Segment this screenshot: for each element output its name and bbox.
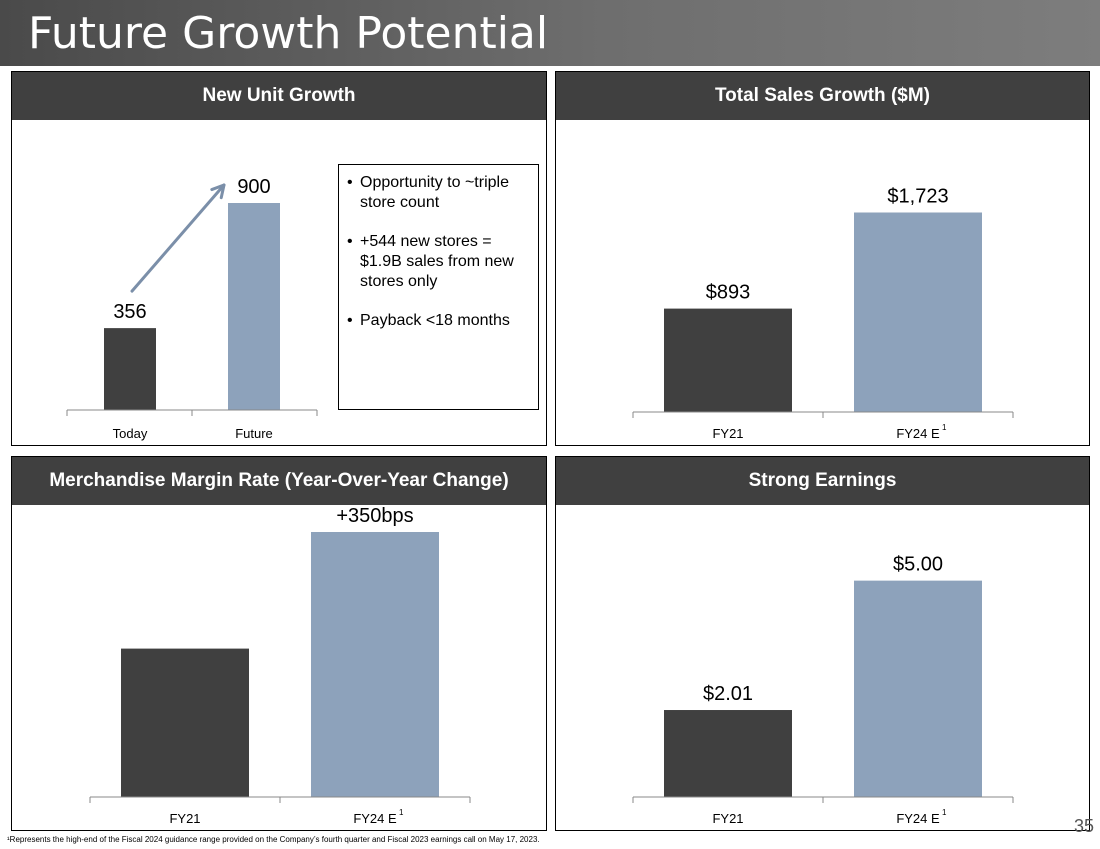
superscript: 1 xyxy=(942,808,947,817)
note-item: Payback <18 months xyxy=(347,311,528,331)
bar-fy24-e xyxy=(854,212,982,412)
page-number: 35 xyxy=(1073,816,1094,836)
notes-box: Opportunity to ~triple store count +544 … xyxy=(338,164,539,410)
data-label: 356 xyxy=(113,301,146,323)
tick-label: Today xyxy=(113,426,148,441)
new-unit-growth-panel: New Unit Growth 356 Today 900 Future Opport… xyxy=(11,71,547,446)
data-label: $5.00 xyxy=(893,554,943,576)
tick-label: Future xyxy=(235,426,273,441)
bar-fy21 xyxy=(121,648,249,797)
merchandise-margin-panel: Merchandise Margin Rate (Year-Over-Year … xyxy=(11,456,547,831)
superscript: 1 xyxy=(942,423,947,432)
panel-title: Strong Earnings xyxy=(556,457,1089,505)
bar-today xyxy=(104,328,156,410)
bar-fy21 xyxy=(664,308,792,412)
data-label: +350bps xyxy=(336,505,413,527)
tick-label: FY21 xyxy=(712,811,743,826)
panel-title: Total Sales Growth ($M) xyxy=(556,72,1089,120)
bar-future xyxy=(228,203,280,410)
bar-fy21 xyxy=(664,710,792,797)
new-unit-growth-chart: 356 Today 900 Future xyxy=(66,176,318,441)
data-label: $1,723 xyxy=(887,185,948,207)
tick-label: FY21 xyxy=(169,811,200,826)
note-item: +544 new stores = $1.9B sales from new s… xyxy=(347,232,528,292)
title-bar: Future Growth Potential xyxy=(0,0,1100,66)
arrow-head xyxy=(210,183,226,200)
tick-label: FY24 E xyxy=(353,811,397,826)
tick-label: FY24 E xyxy=(896,811,940,826)
superscript: 1 xyxy=(399,808,404,817)
growth-arrow xyxy=(130,183,226,293)
bar-fy24-e xyxy=(854,580,982,797)
panel-title: New Unit Growth xyxy=(12,72,546,120)
footnote: ¹Represents the high-end of the Fiscal 2… xyxy=(7,835,540,844)
data-label: $2.01 xyxy=(703,683,753,705)
data-label: $893 xyxy=(706,282,751,304)
tick-label: FY24 E xyxy=(896,426,940,441)
tick-label: FY21 xyxy=(712,426,743,441)
bar-fy24-e xyxy=(311,532,439,797)
note-item: Opportunity to ~triple store count xyxy=(347,173,528,213)
total-sales-growth-panel: Total Sales Growth ($M) $893 FY21 $1,723 FY… xyxy=(555,71,1090,446)
panel-title: Merchandise Margin Rate (Year-Over-Year … xyxy=(12,457,546,505)
data-label: 900 xyxy=(237,176,270,198)
page-title: Future Growth Potential xyxy=(28,8,549,59)
